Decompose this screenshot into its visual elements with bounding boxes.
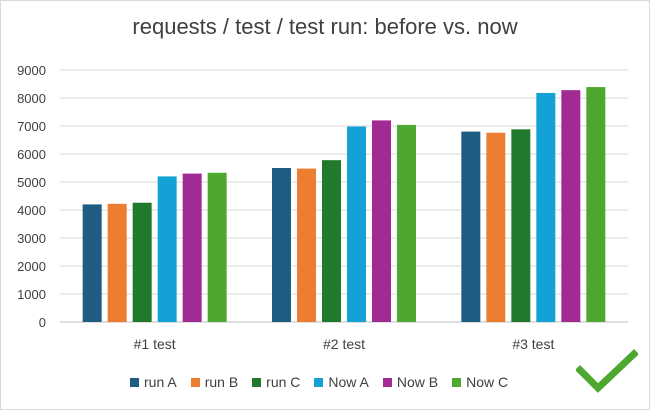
legend-label: Now C: [466, 374, 509, 390]
legend-swatch: [130, 377, 139, 387]
legend-swatch: [382, 377, 392, 387]
y-tick-label: 8000: [17, 91, 46, 106]
bar-now-c-3: [586, 87, 606, 322]
bar-now-a-2: [347, 126, 366, 322]
y-tick-label: 3000: [17, 231, 46, 246]
y-tick-label: 5000: [17, 175, 46, 190]
y-tick-label: 9000: [17, 63, 46, 78]
legend-label: Now B: [396, 374, 439, 390]
legend-label: run A: [144, 374, 177, 390]
bar-run-c-1: [132, 202, 152, 322]
y-tick-label: 0: [39, 315, 46, 330]
legend-label: Now A: [328, 374, 369, 390]
legend-swatch: [314, 377, 324, 387]
bar-run-a-1: [82, 204, 102, 322]
bar-run-b-2: [297, 168, 316, 322]
y-tick-label: 1000: [17, 287, 46, 302]
legend-item: Now A: [314, 374, 369, 390]
y-tick-label: 6000: [17, 147, 46, 162]
legend-swatch: [452, 377, 462, 387]
bar-run-b-1: [107, 203, 127, 322]
bar-run-c-3: [511, 129, 531, 322]
bar-now-a-3: [536, 92, 556, 323]
y-tick-label: 2000: [17, 259, 46, 274]
x-axis-tick-labels: #1 test #2 test #3 test: [134, 336, 555, 352]
bar-run-a-2: [272, 168, 291, 322]
legend-item: Now B: [382, 374, 439, 390]
chart-title: requests / test / test run: before vs. n…: [132, 14, 518, 39]
checkmark-icon: [576, 349, 638, 393]
legend-swatch: [190, 377, 200, 387]
x-tick-label: #2 test: [323, 336, 365, 352]
y-axis-tick-labels: 0 1000 2000 3000 4000 5000 6000 7000 8000 9000: [17, 63, 46, 330]
y-tick-label: 4000: [17, 203, 46, 218]
x-tick-label: #1 test: [134, 336, 176, 352]
bar-now-b-1: [182, 173, 202, 322]
bar-now-a-1: [157, 176, 177, 322]
legend-label: run B: [204, 374, 239, 390]
gridlines: [60, 69, 628, 323]
legend-swatch: [252, 377, 262, 387]
legend-item: Now C: [452, 374, 508, 390]
legend-item: run B: [190, 374, 239, 390]
bar-now-c-1: [207, 172, 227, 322]
legend-item: run A: [130, 374, 177, 390]
y-tick-label: 7000: [17, 119, 46, 134]
bar-run-c-2: [322, 160, 341, 322]
bars: [82, 87, 606, 323]
legend-item: run C: [252, 374, 300, 390]
legend-label: run C: [266, 374, 301, 390]
x-tick-label: #3 test: [512, 336, 554, 352]
bar-run-a-3: [461, 131, 481, 322]
legend: run A run B run C Now A Now B Now C: [130, 372, 508, 392]
bar-now-c-2: [397, 124, 416, 322]
bar-now-b-3: [561, 90, 581, 322]
bar-now-b-2: [372, 120, 391, 323]
bar-run-b-3: [486, 132, 506, 322]
